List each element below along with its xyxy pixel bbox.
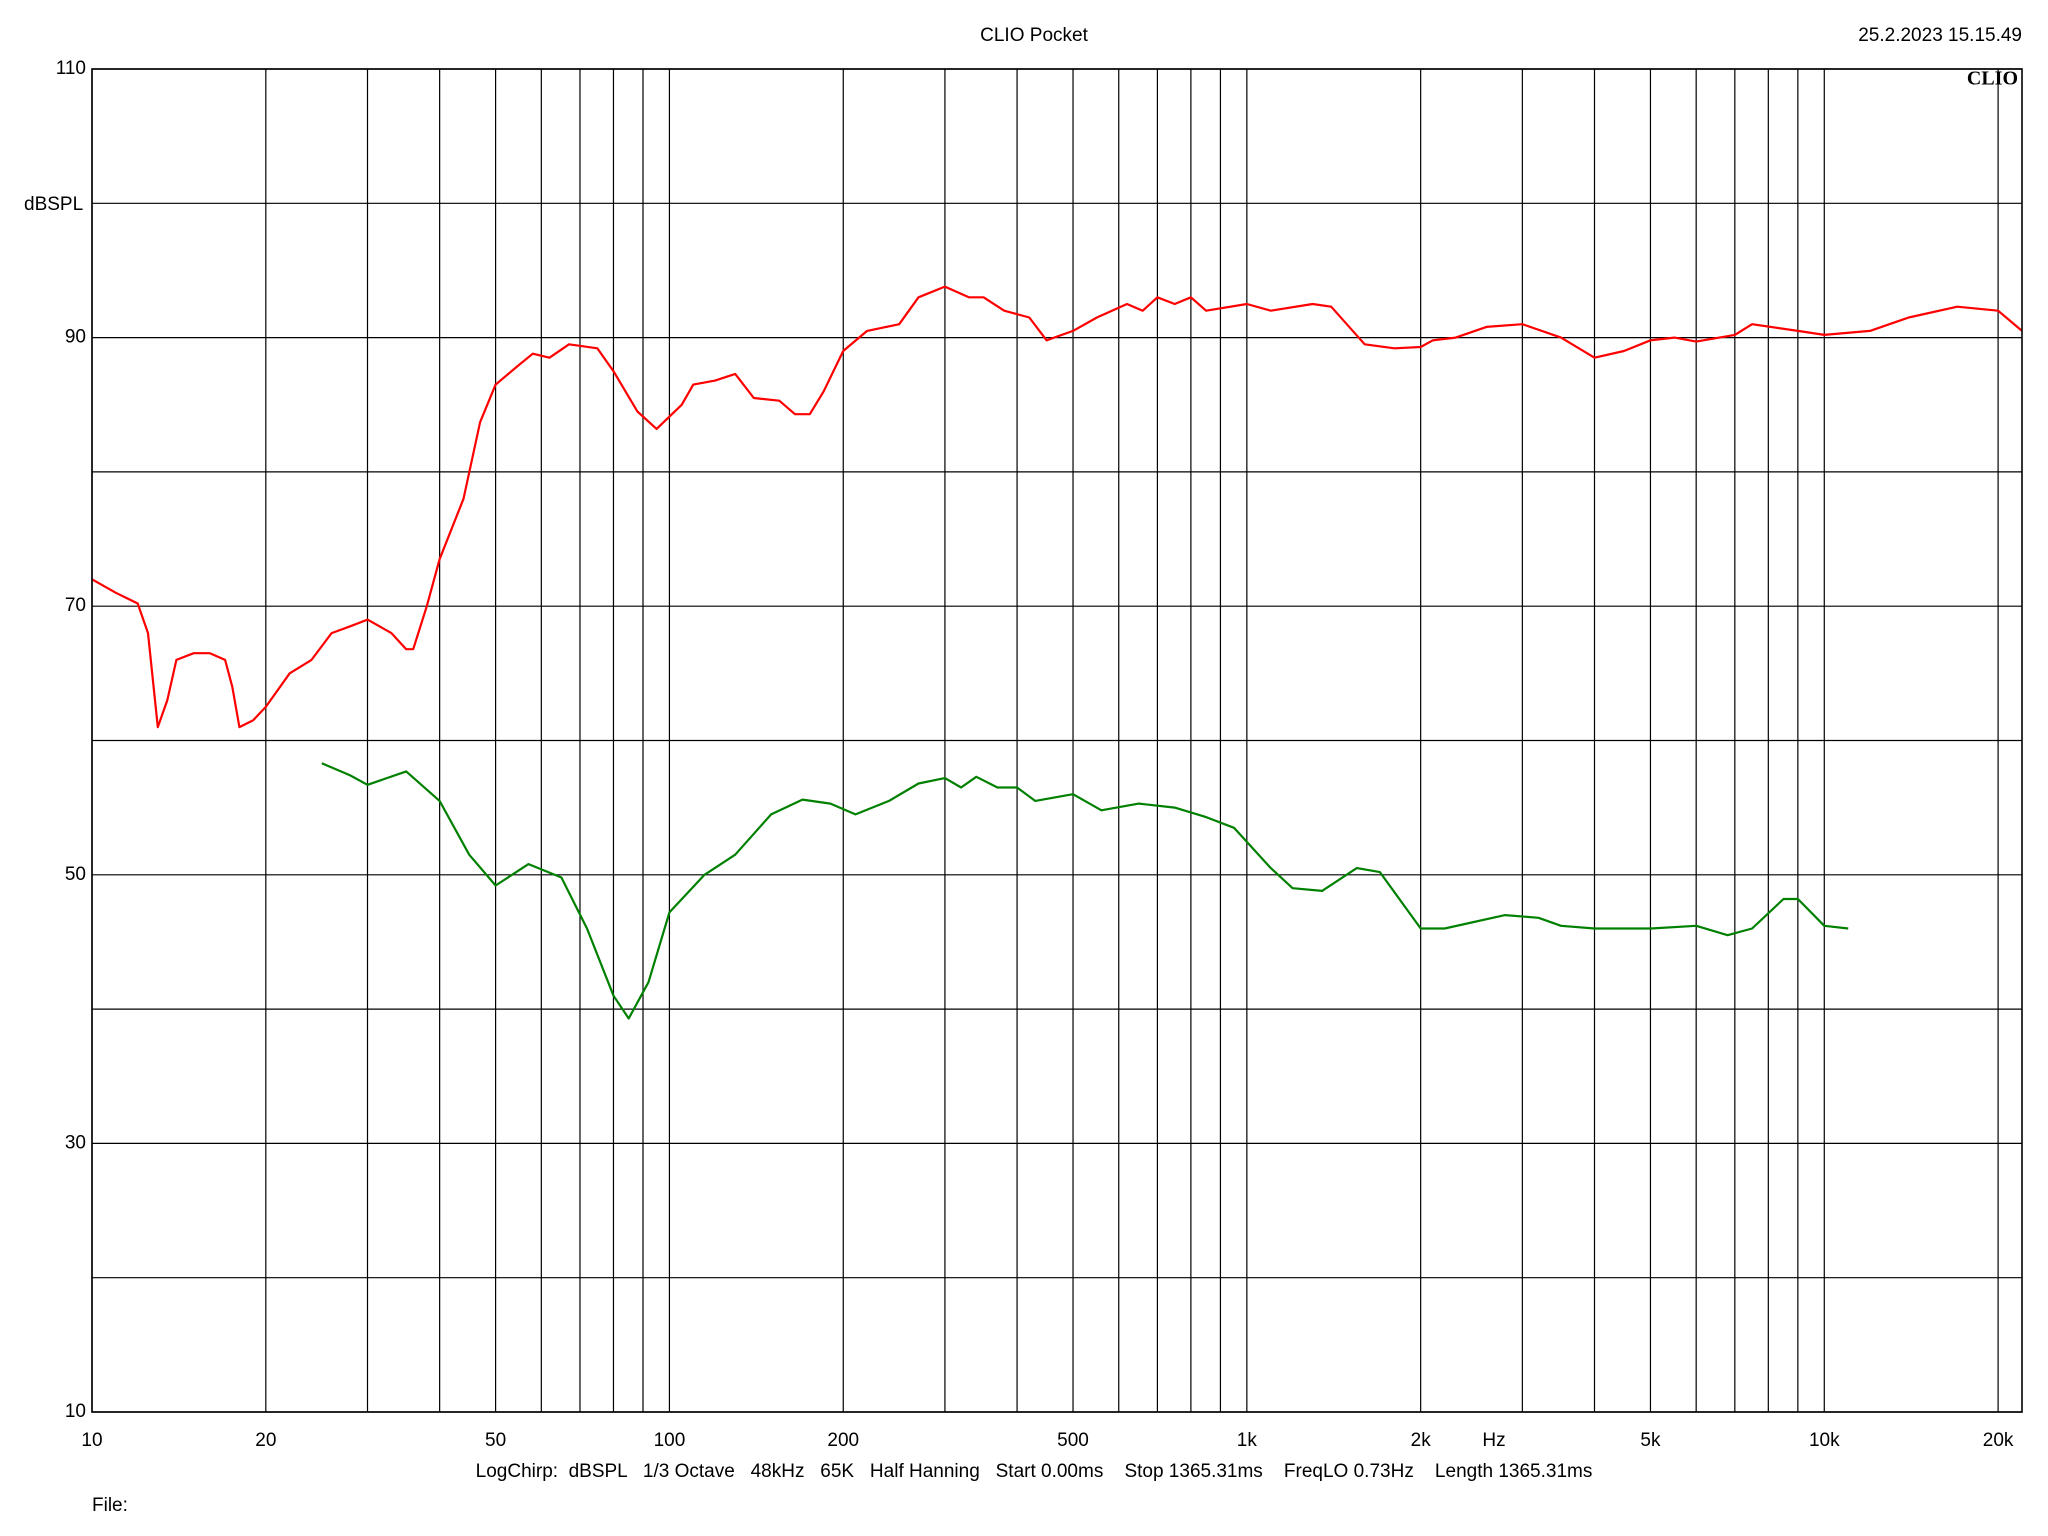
- y-tick-label: 30: [65, 1132, 86, 1153]
- file-label: File:: [92, 1495, 128, 1516]
- x-tick-label: 200: [827, 1430, 859, 1451]
- y-axis-label: dBSPL: [24, 194, 83, 215]
- x-tick-label: 10k: [1809, 1430, 1840, 1451]
- data-line: [321, 762, 1849, 1020]
- settings-text: LogChirp: dBSPL 1/3 Octave 48kHz 65K Hal…: [476, 1461, 1593, 1482]
- plot-frame: [91, 68, 2023, 1413]
- x-tick-label: 500: [1057, 1430, 1089, 1451]
- x-tick-label: 5k: [1640, 1430, 1661, 1451]
- x-tick-label: 1k: [1237, 1430, 1258, 1451]
- x-tick-label: 100: [654, 1430, 686, 1451]
- y-tick-label: 70: [65, 595, 86, 616]
- x-tick-label: 10: [81, 1430, 102, 1451]
- y-tick-label: 50: [65, 864, 86, 885]
- x-tick-label: 20: [255, 1430, 276, 1451]
- x-tick-label: 20k: [1983, 1430, 2014, 1451]
- x-axis-label: Hz: [1482, 1430, 1505, 1451]
- x-tick-label: 50: [485, 1430, 506, 1451]
- logo: CLIO: [1967, 68, 2018, 90]
- y-tick-label: 10: [65, 1401, 86, 1422]
- y-tick-label: 90: [65, 327, 86, 348]
- chart-title: CLIO Pocket: [980, 25, 1088, 46]
- timestamp: 25.2.2023 15.15.49: [1858, 25, 2022, 46]
- data-line: [91, 285, 2023, 729]
- y-tick-label: 110: [56, 58, 86, 79]
- x-tick-label: 2k: [1411, 1430, 1432, 1451]
